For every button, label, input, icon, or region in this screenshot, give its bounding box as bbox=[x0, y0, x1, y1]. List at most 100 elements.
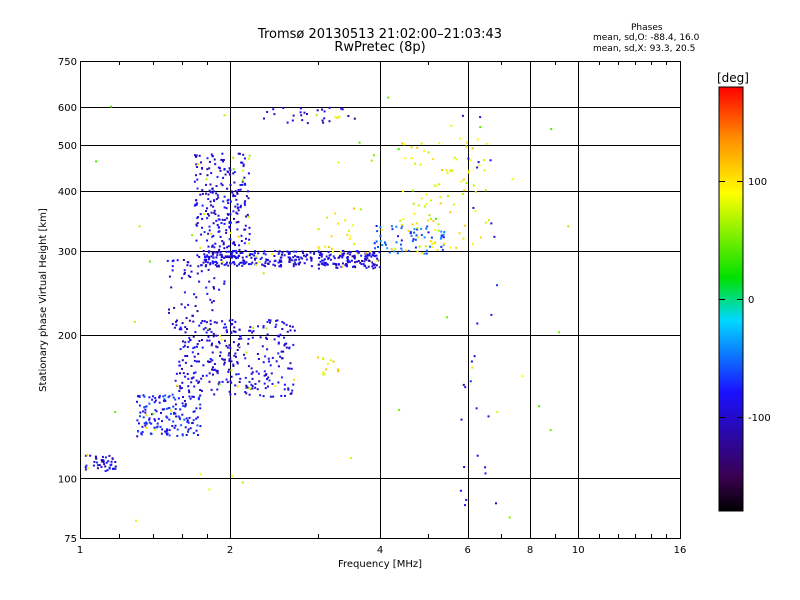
echo-point bbox=[476, 166, 479, 169]
x-tick-label: 4 bbox=[377, 545, 383, 556]
echo-point bbox=[278, 335, 280, 338]
echo-point bbox=[196, 416, 199, 419]
echo-point bbox=[208, 225, 211, 228]
echo-point bbox=[181, 402, 184, 405]
echo-point bbox=[206, 239, 208, 242]
echo-point bbox=[138, 422, 140, 425]
echo-point bbox=[154, 409, 157, 411]
echo-point bbox=[387, 96, 390, 99]
echo-point bbox=[237, 344, 239, 347]
echo-point bbox=[357, 251, 360, 254]
echo-point bbox=[396, 252, 399, 255]
echo-point bbox=[239, 184, 242, 187]
echo-point bbox=[214, 163, 217, 166]
echo-point bbox=[321, 108, 323, 111]
echo-point bbox=[266, 111, 269, 113]
echo-point bbox=[254, 255, 257, 258]
echo-point bbox=[178, 390, 181, 392]
echo-point bbox=[138, 225, 141, 228]
echo-point bbox=[289, 392, 292, 395]
echo-point bbox=[347, 229, 350, 232]
echo-point bbox=[289, 325, 292, 328]
echo-point bbox=[244, 357, 247, 360]
echo-point bbox=[462, 178, 465, 181]
echo-point bbox=[286, 121, 289, 124]
echo-point bbox=[103, 463, 106, 466]
echo-point bbox=[323, 117, 326, 120]
echo-point bbox=[367, 259, 370, 262]
echo-point bbox=[215, 185, 218, 187]
echo-point bbox=[201, 217, 204, 220]
echo-point bbox=[201, 346, 204, 349]
echo-point bbox=[485, 221, 487, 224]
colorbar-tick-label: 100 bbox=[748, 177, 767, 188]
echo-point bbox=[144, 408, 147, 411]
echo-point bbox=[221, 158, 224, 161]
echo-point bbox=[204, 326, 207, 329]
echo-point bbox=[246, 213, 249, 216]
echo-point bbox=[212, 262, 215, 265]
echo-point bbox=[199, 473, 202, 476]
echo-point bbox=[171, 425, 174, 427]
echo-point bbox=[158, 394, 161, 397]
echo-point bbox=[253, 254, 256, 257]
phase-stats-o-mode: mean, sd,O: -88.4, 16.0 bbox=[593, 33, 700, 43]
echo-point bbox=[205, 192, 207, 195]
echo-point bbox=[349, 251, 352, 254]
echo-point bbox=[233, 171, 236, 174]
echo-point bbox=[341, 265, 344, 268]
echo-point bbox=[208, 189, 211, 192]
echo-point bbox=[221, 380, 224, 383]
echo-point bbox=[232, 210, 235, 213]
echo-point bbox=[221, 184, 224, 187]
echo-point bbox=[236, 191, 239, 194]
echo-point bbox=[154, 428, 157, 431]
echo-point bbox=[201, 320, 204, 322]
echo-point bbox=[251, 331, 254, 334]
echo-point bbox=[186, 328, 188, 330]
echo-point bbox=[412, 238, 415, 241]
echo-point bbox=[173, 411, 176, 414]
echo-point bbox=[322, 259, 325, 262]
echo-point bbox=[197, 381, 200, 384]
echo-point bbox=[179, 326, 182, 329]
echo-point bbox=[198, 154, 201, 157]
echo-point bbox=[254, 258, 256, 261]
echo-point bbox=[290, 259, 293, 262]
echo-point bbox=[251, 371, 254, 374]
echo-point bbox=[210, 388, 213, 391]
echo-point bbox=[209, 263, 212, 266]
echo-point bbox=[223, 282, 226, 285]
echo-point bbox=[440, 234, 443, 237]
echo-point bbox=[425, 227, 428, 230]
echo-point bbox=[399, 219, 402, 222]
echo-point bbox=[259, 394, 262, 397]
echo-point bbox=[200, 322, 203, 325]
echo-point bbox=[346, 261, 349, 264]
echo-point bbox=[105, 461, 108, 464]
echo-point bbox=[259, 258, 262, 261]
echo-point bbox=[223, 358, 226, 361]
echo-point bbox=[369, 250, 372, 253]
echo-point bbox=[348, 238, 351, 241]
echo-point bbox=[371, 261, 373, 264]
echo-point bbox=[182, 396, 184, 398]
echo-point bbox=[423, 236, 426, 239]
echo-point bbox=[174, 412, 177, 415]
echo-point bbox=[249, 253, 252, 255]
echo-point bbox=[179, 364, 181, 367]
echo-point bbox=[234, 330, 237, 333]
echo-point bbox=[199, 389, 202, 391]
echo-point bbox=[145, 422, 148, 425]
chart-subtitle: RwPretec (8p) bbox=[334, 40, 426, 55]
echo-point bbox=[434, 241, 437, 244]
echo-point bbox=[289, 362, 292, 365]
echo-point bbox=[413, 228, 416, 231]
echo-point bbox=[201, 374, 204, 377]
echo-point bbox=[230, 221, 232, 224]
echo-point bbox=[283, 383, 286, 386]
echo-point bbox=[254, 386, 257, 389]
echo-point bbox=[256, 353, 259, 355]
echo-point bbox=[195, 296, 198, 299]
echo-point bbox=[228, 319, 231, 322]
